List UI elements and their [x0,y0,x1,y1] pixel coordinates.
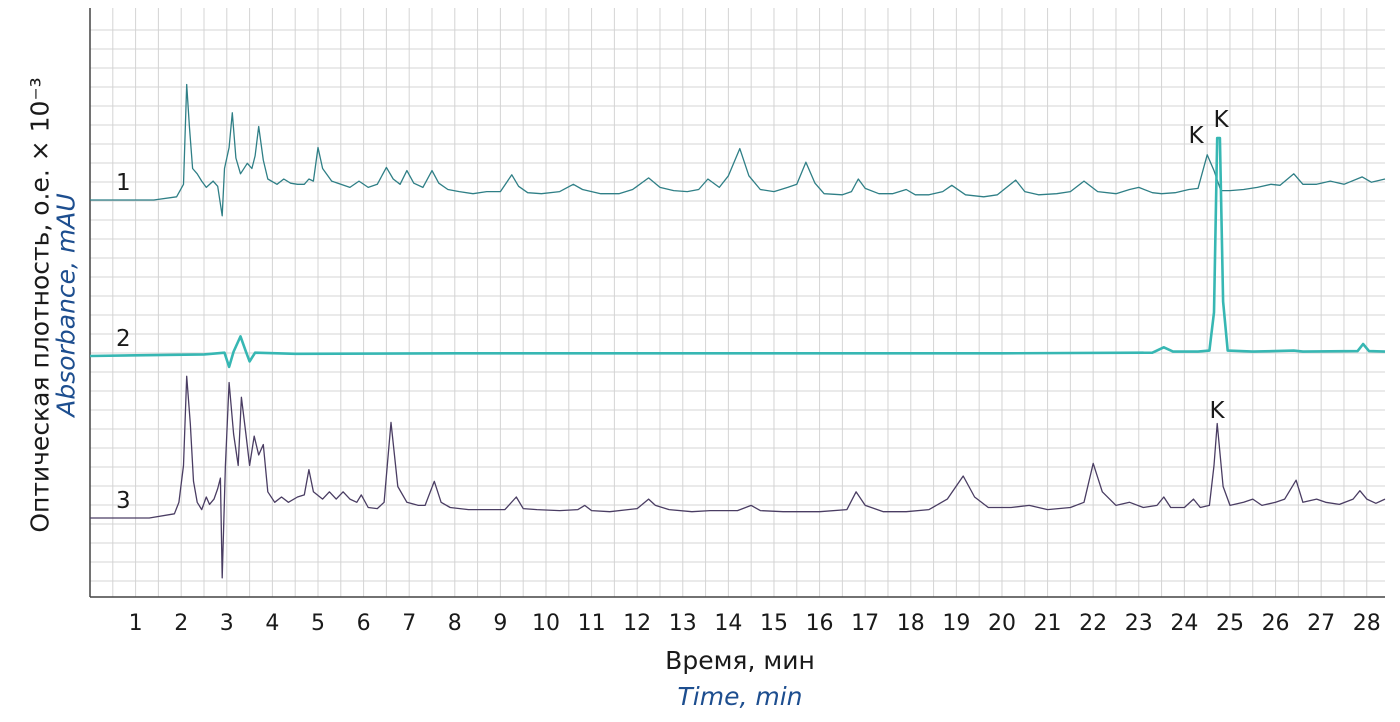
x-tick-label: 23 [1125,611,1153,636]
y-axis-label-english: Absorbance, mAU [51,193,81,417]
peak-annotation-k: K [1213,107,1229,133]
x-tick-label: 21 [1034,611,1062,636]
x-tick-label: 25 [1216,611,1244,636]
x-tick-label: 4 [265,611,279,636]
x-tick-label: 12 [623,611,651,636]
x-tick-label: 2 [174,611,188,636]
x-tick-label: 6 [357,611,371,636]
peak-annotation-k: K [1188,123,1204,149]
series-1-label: 1 [116,170,131,196]
y-axis-label: Оптическая плотность, о.е. × 10⁻³ [25,77,55,533]
x-tick-label: 24 [1170,611,1198,636]
x-axis-ticks: 1 2 3 4 5 6 7 8 9 10 11 12 13 14 15 16 17 18 19 20 21 22 23 24 2… [129,611,1381,636]
series-2-line [89,136,1386,369]
x-tick-label: 20 [988,611,1016,636]
x-tick-label: 26 [1262,611,1290,636]
x-tick-label: 18 [897,611,925,636]
x-tick-label: 22 [1079,611,1107,636]
series-3-label: 3 [116,488,131,514]
x-tick-label: 3 [220,611,234,636]
x-axis-label: Время, мин [665,646,815,675]
series-1-line [90,83,1386,217]
x-tick-label: 28 [1353,611,1381,636]
x-tick-label: 19 [942,611,970,636]
x-tick-label: 1 [129,611,143,636]
peak-annotation-k: K [1209,398,1225,424]
x-tick-label: 27 [1307,611,1335,636]
x-tick-label: 15 [760,611,788,636]
x-tick-label: 9 [493,611,507,636]
x-tick-label: 13 [669,611,697,636]
x-axis-label-english: Time, min [677,682,803,711]
series-3-line [90,375,1386,579]
x-tick-label: 17 [851,611,879,636]
x-tick-label: 10 [532,611,560,636]
series-2-label: 2 [116,326,131,352]
x-tick-label: 8 [448,611,462,636]
x-tick-label: 11 [578,611,606,636]
x-tick-label: 7 [402,611,416,636]
x-tick-label: 16 [806,611,834,636]
x-tick-label: 14 [714,611,742,636]
chart-axes [89,8,1385,598]
chromatogram-traces [89,83,1386,579]
chart-grid [90,8,1385,597]
x-tick-label: 5 [311,611,325,636]
